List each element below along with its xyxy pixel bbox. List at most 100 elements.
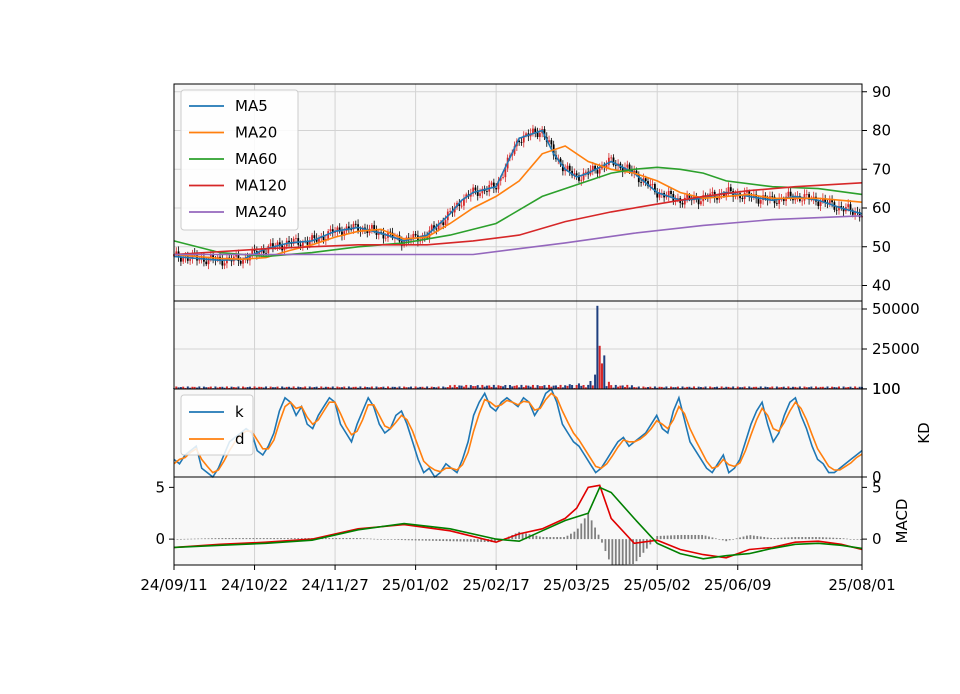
macd-osc-bar: [714, 538, 717, 540]
volume-bar: [283, 387, 286, 389]
macd-osc-bar: [794, 537, 797, 540]
macd-osc-bar: [711, 537, 714, 540]
macd-osc-bar: [787, 537, 790, 540]
volume-bar: [589, 381, 592, 389]
candle-body: [352, 223, 355, 230]
volume-bar: [683, 387, 686, 389]
macd-osc-bar: [718, 539, 721, 540]
volume-bar: [191, 386, 194, 389]
volume-bar: [285, 386, 288, 389]
macd-osc-bar: [739, 537, 741, 540]
volume-bar: [727, 386, 730, 389]
macd-osc-bar: [835, 537, 838, 540]
candle-body: [463, 198, 465, 206]
volume-bar: [725, 386, 728, 389]
macd-osc-bar: [183, 538, 186, 540]
volume-bar: [244, 387, 247, 389]
volume-bar: [603, 355, 606, 389]
macd-osc-bar: [618, 539, 621, 565]
volume-bar: [382, 386, 385, 389]
macd-osc-bar: [359, 538, 362, 540]
candle-body: [511, 154, 514, 156]
candle-body: [389, 231, 392, 233]
volume-bar: [209, 386, 212, 389]
candle-body: [366, 229, 369, 234]
macd-osc-bar: [414, 539, 417, 541]
volume-bar: [690, 387, 693, 389]
candle-body: [626, 164, 629, 168]
macd-osc-bar: [369, 538, 372, 540]
candle-body: [831, 200, 833, 203]
macd-osc-bar: [438, 539, 441, 541]
legend-label-ma20: MA20: [235, 124, 277, 142]
candle-body: [412, 233, 415, 240]
macd-osc-bar: [701, 534, 703, 540]
volume-bar: [656, 387, 659, 389]
macd-osc-bar: [304, 538, 307, 540]
volume-bar: [748, 386, 751, 389]
macd-osc-bar: [797, 537, 800, 540]
volume-bar: [419, 386, 422, 389]
volume-bar: [642, 386, 645, 389]
volume-bar: [359, 386, 362, 389]
macd-osc-bar: [238, 538, 241, 540]
macd-osc-bar: [290, 538, 293, 540]
legend-box-kd: [180, 394, 254, 456]
volume-bar: [835, 387, 838, 389]
volume-bar: [444, 387, 447, 389]
volume-bar: [759, 386, 762, 389]
candle-body: [858, 212, 861, 218]
macd-osc-bar: [752, 535, 755, 540]
macd-osc-bar: [818, 537, 821, 540]
macd-osc-bar: [570, 533, 572, 540]
volume-bar: [393, 386, 396, 389]
volume-bar: [366, 387, 369, 389]
y-tick-label-kd: 0: [872, 468, 882, 486]
macd-osc-bar: [249, 538, 251, 540]
candle-body: [239, 261, 242, 264]
volume-bar: [460, 385, 463, 389]
macd-osc-bar: [614, 539, 617, 565]
volume-bar: [529, 386, 532, 389]
candle-body: [596, 170, 599, 174]
candle-body: [635, 170, 638, 175]
volume-bar: [729, 387, 732, 389]
candle-body: [520, 142, 523, 143]
volume-bar: [854, 386, 857, 389]
volume-bar: [810, 386, 813, 389]
volume-bar: [451, 387, 454, 389]
volume-bar: [508, 385, 511, 389]
macd-osc-bar: [804, 537, 807, 540]
volume-bar: [386, 386, 389, 389]
volume-bar: [492, 384, 495, 389]
candle-body: [801, 200, 804, 202]
volume-bar: [506, 387, 509, 389]
volume-bar: [403, 386, 406, 389]
volume-bar: [598, 345, 601, 389]
volume-bar: [637, 386, 640, 389]
volume-bar: [410, 386, 413, 389]
candle-body: [237, 254, 240, 262]
volume-bar: [568, 384, 571, 389]
volume-bar: [315, 386, 318, 389]
candle-body: [308, 240, 311, 245]
candle-body: [235, 254, 238, 257]
candle-body: [727, 187, 730, 193]
y-axis-label-kd: KD: [915, 422, 933, 443]
y-tick-label-volume: 25000: [872, 340, 920, 358]
volume-bar: [647, 387, 650, 389]
volume-bar: [676, 386, 679, 389]
volume-bar: [260, 386, 263, 389]
candle-body: [295, 238, 297, 239]
volume-bar: [837, 386, 840, 389]
macd-osc-bar: [563, 537, 565, 540]
volume-bar: [281, 386, 284, 389]
macd-osc-bar: [214, 538, 217, 540]
candle-body: [849, 204, 852, 211]
candle-body: [550, 140, 553, 145]
volume-bar: [370, 386, 373, 389]
macd-osc-bar: [597, 534, 600, 540]
candle-body: [327, 231, 330, 239]
candle-body: [311, 235, 313, 241]
